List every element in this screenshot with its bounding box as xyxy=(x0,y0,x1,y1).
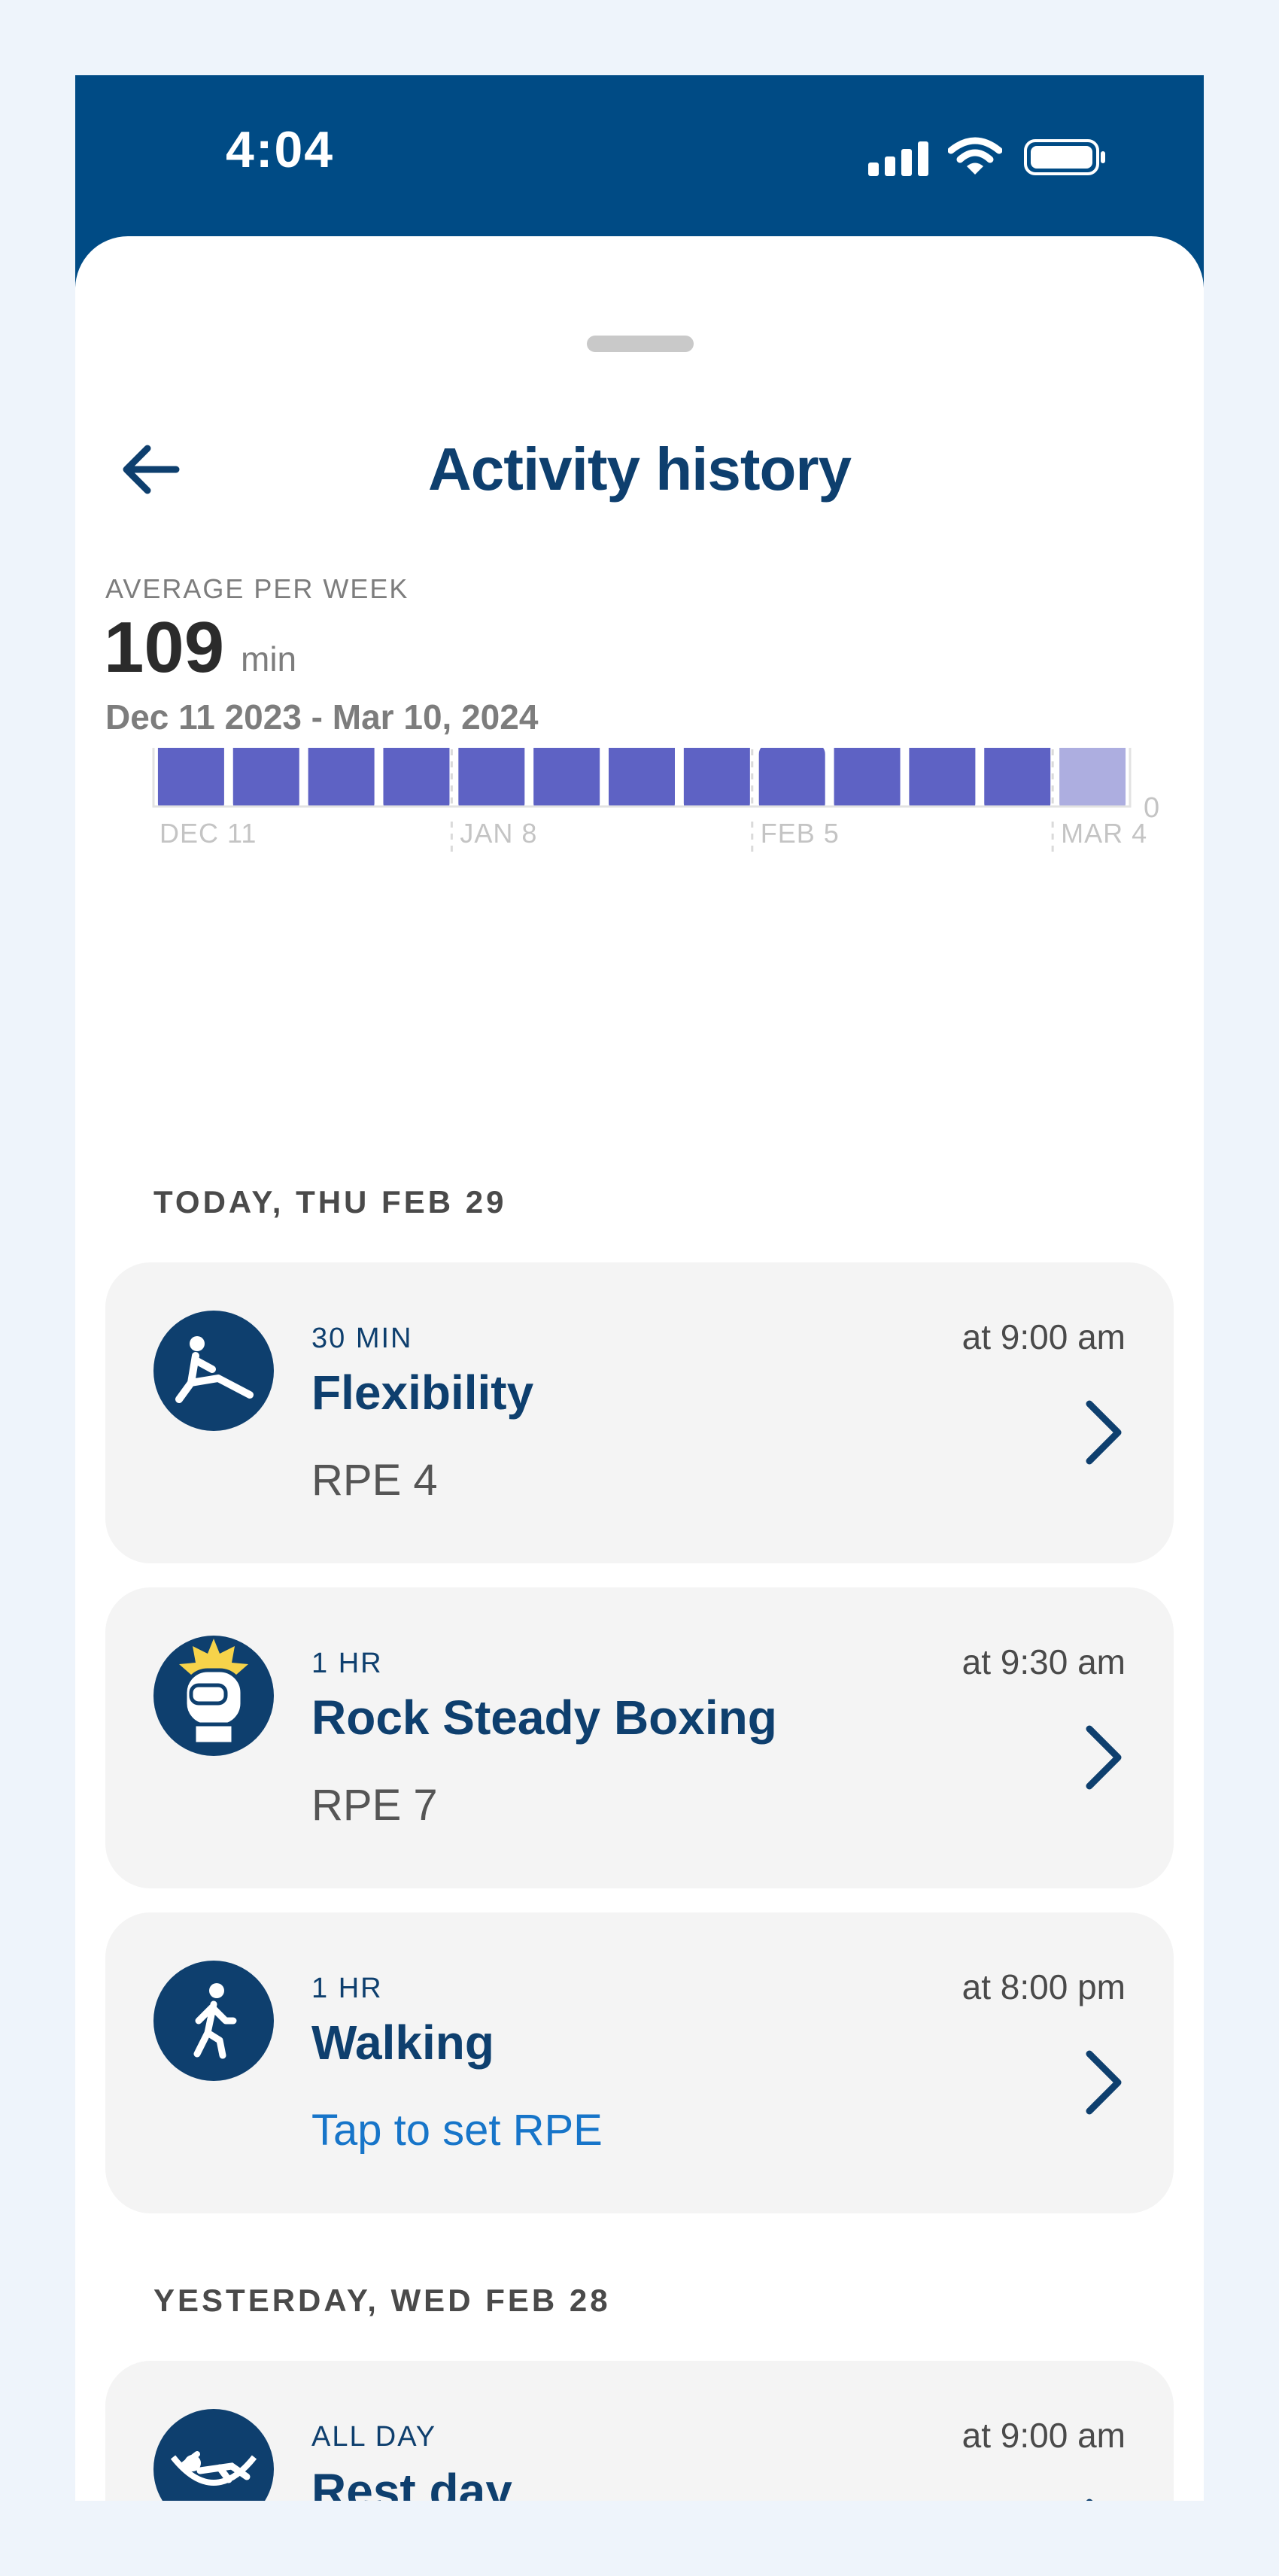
activity-duration: ALL DAY xyxy=(311,2421,437,2453)
activity-card[interactable]: 1 HR Walking Tap to set RPE at 8:00 pm xyxy=(105,1912,1174,2213)
back-button[interactable] xyxy=(113,432,188,507)
chart-bar[interactable] xyxy=(609,748,675,814)
set-rpe-link[interactable]: Tap to set RPE xyxy=(311,2106,603,2155)
activity-title: Flexibility xyxy=(311,1365,534,1420)
sheet-grabber-handle[interactable] xyxy=(587,336,694,352)
section-header: TODAY, THU FEB 29 xyxy=(153,1184,507,1220)
activity-card[interactable]: 30 MIN Flexibility RPE 4 at 9:00 am xyxy=(105,1262,1174,1563)
chart-bar[interactable] xyxy=(458,748,525,814)
chart-x-tick-label: MAR 4 xyxy=(1061,818,1147,849)
battery-icon xyxy=(1024,139,1105,175)
activity-time: at 8:00 pm xyxy=(962,1967,1126,2006)
chart-bar[interactable] xyxy=(834,748,901,814)
activity-title: Rock Steady Boxing xyxy=(311,1690,777,1745)
chart-bar[interactable] xyxy=(758,748,825,814)
chevron-right-icon xyxy=(1086,1725,1122,1790)
activity-time: at 9:30 am xyxy=(962,1642,1126,1681)
chart-y-tick-label: 0 xyxy=(1144,792,1159,824)
stretch-icon xyxy=(153,1311,274,1431)
section-header: YESTERDAY, WED FEB 28 xyxy=(153,2283,611,2318)
chart-bar[interactable] xyxy=(984,748,1051,814)
hammock-icon xyxy=(153,2409,274,2501)
chart-bar[interactable] xyxy=(232,748,299,814)
activity-time: at 9:00 am xyxy=(962,1317,1126,1356)
open-activity-button[interactable] xyxy=(1080,2045,1126,2124)
chart-bar[interactable] xyxy=(157,748,224,814)
phone-screen: 4:04 xyxy=(75,75,1204,2501)
activity-duration: 1 HR xyxy=(311,1973,383,2004)
status-bar: 4:04 xyxy=(75,75,1204,241)
signal-icon xyxy=(868,141,928,176)
chevron-right-icon xyxy=(1086,2499,1093,2501)
activity-title: Walking xyxy=(311,2016,494,2070)
chart-x-tick-label: JAN 8 xyxy=(460,818,537,849)
summary-value: 109 xyxy=(104,607,225,688)
activity-card[interactable]: 1 HR Rock Steady Boxing RPE 7 at 9:30 am xyxy=(105,1587,1174,1888)
summary-unit: min xyxy=(241,639,297,679)
open-activity-button[interactable] xyxy=(1080,1720,1126,1799)
chart-x-tick-label: FEB 5 xyxy=(761,818,840,849)
chart-bar[interactable] xyxy=(533,748,600,814)
activity-duration: 1 HR xyxy=(311,1648,383,1679)
chart-bar[interactable] xyxy=(308,748,375,814)
chart-bar[interactable] xyxy=(683,748,750,814)
activity-rpe: RPE 7 xyxy=(311,1781,438,1830)
activity-title: Rest day xyxy=(311,2464,512,2501)
chevron-right-icon xyxy=(1086,2050,1122,2115)
open-activity-button[interactable] xyxy=(1080,1395,1126,1474)
page-title: Activity history xyxy=(428,436,852,503)
chevron-right-icon xyxy=(1086,1400,1122,1465)
bottom-sheet: Activity history AVERAGE PER WEEK 109 mi… xyxy=(75,236,1204,2501)
chart-bar[interactable] xyxy=(909,748,976,814)
open-activity-button[interactable] xyxy=(1080,2493,1126,2501)
walking-icon xyxy=(153,1961,274,2081)
activity-card[interactable]: ALL DAY Rest day at 9:00 am xyxy=(105,2361,1174,2501)
chart-bar[interactable] xyxy=(383,748,450,814)
chart-bar[interactable] xyxy=(1059,748,1126,814)
activity-duration: 30 MIN xyxy=(311,1323,413,1354)
chart-baseline-mask xyxy=(153,807,1130,816)
summary-label: AVERAGE PER WEEK xyxy=(105,573,409,604)
boxing-glove-icon xyxy=(153,1636,274,1756)
activity-rpe: RPE 4 xyxy=(311,1456,438,1505)
arrow-left-icon xyxy=(123,445,180,494)
wifi-icon xyxy=(948,137,1002,175)
status-time: 4:04 xyxy=(226,121,335,178)
activity-time: at 9:00 am xyxy=(962,2416,1126,2455)
summary-date-range: Dec 11 2023 - Mar 10, 2024 xyxy=(105,697,539,737)
chart-x-tick-label: DEC 11 xyxy=(159,818,257,849)
